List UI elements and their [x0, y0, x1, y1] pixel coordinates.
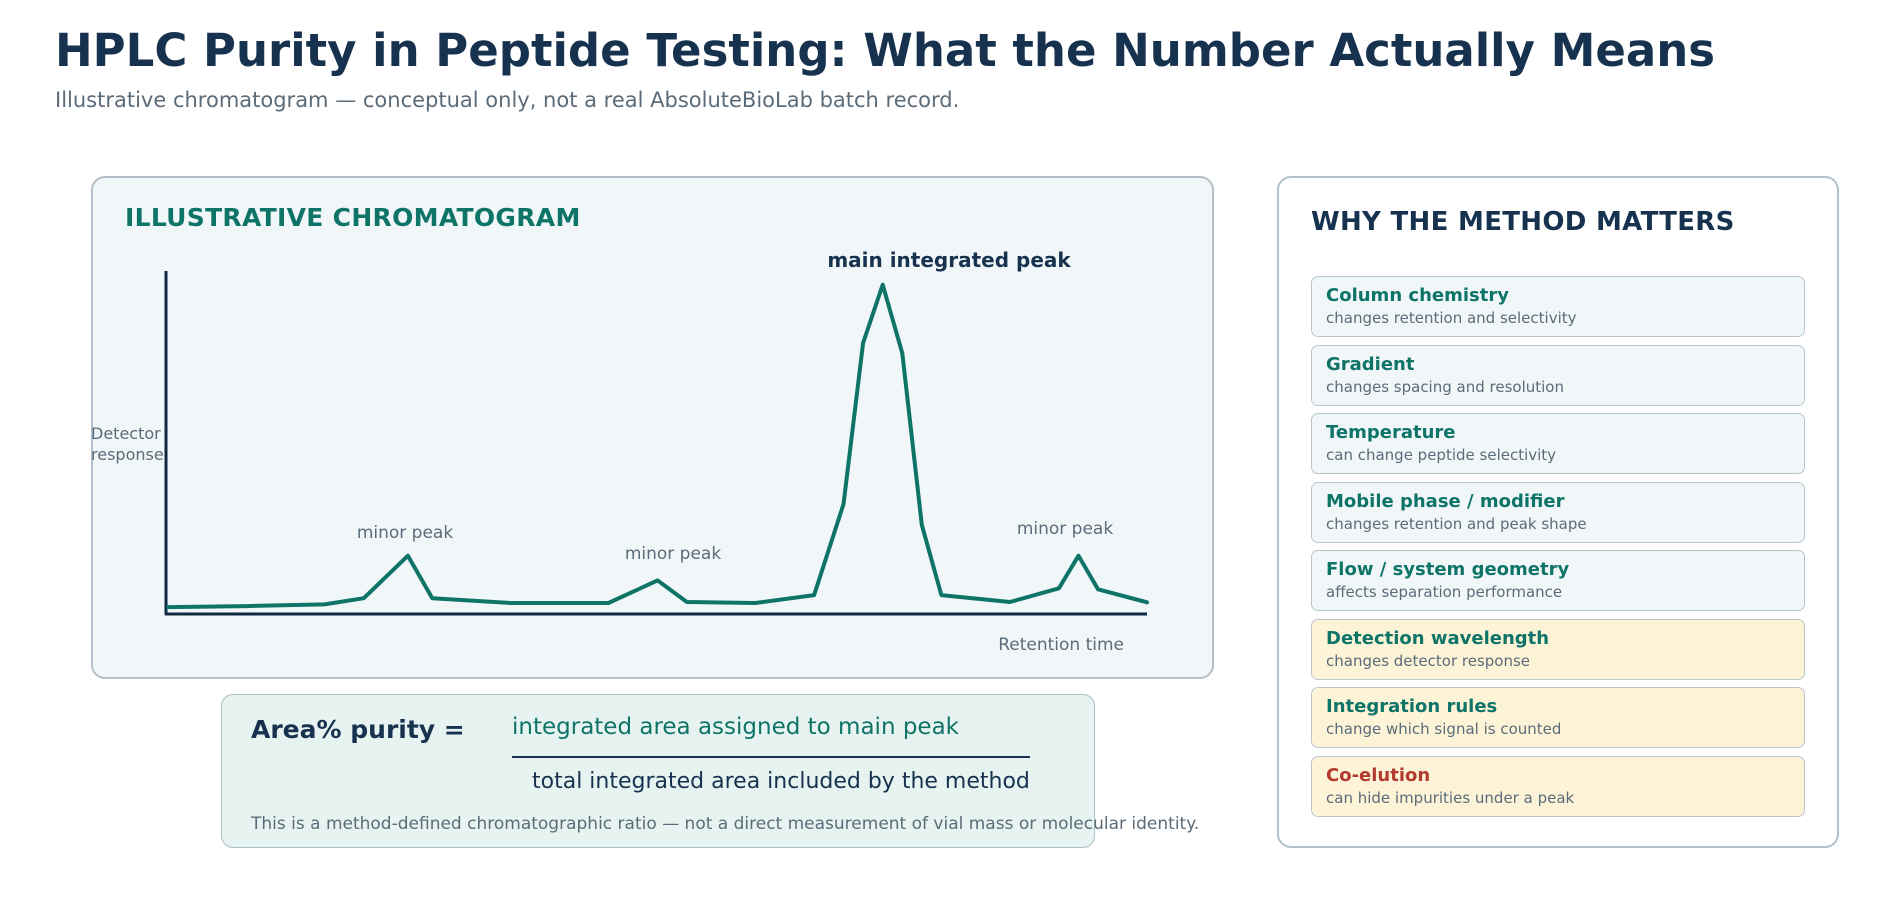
formula-label: Area% purity =: [251, 715, 465, 744]
formula-numerator: integrated area assigned to main peak: [512, 714, 959, 740]
chromatogram-trace: [166, 282, 1149, 610]
method-factor-name: Temperature: [1326, 422, 1456, 443]
method-factor-desc: changes retention and peak shape: [1326, 514, 1587, 533]
formula-panel: [221, 694, 1095, 848]
method-factor-name: Co-elution: [1326, 764, 1431, 786]
minor-peak-label-2: minor peak: [625, 544, 722, 564]
method-factor-item: Gradient changes spacing and resolution: [1311, 344, 1805, 406]
page-subtitle: Illustrative chromatogram — conceptual o…: [55, 88, 960, 112]
fraction-bar: [512, 756, 1030, 758]
method-heading: WHY THE METHOD MATTERS: [1311, 207, 1735, 237]
method-factor-desc: changes retention and selectivity: [1326, 309, 1577, 327]
method-factor-item: Mobile phase / modifier changes retentio…: [1311, 481, 1805, 543]
method-factor-item: Temperature can change peptide selectivi…: [1311, 413, 1805, 474]
main-peak-label: main integrated peak: [827, 248, 1071, 272]
y-axis-label: Detector response: [91, 424, 166, 464]
method-factor-desc: affects separation performance: [1326, 583, 1563, 601]
method-factor-desc: can hide impurities under a peak: [1326, 788, 1575, 807]
method-factor-name: Integration rules: [1326, 696, 1498, 717]
method-factor-item: Flow / system geometry affects separatio…: [1311, 550, 1805, 611]
method-factor-name: Flow / system geometry: [1326, 559, 1570, 580]
formula-note: This is a method-defined chromatographic…: [251, 814, 1200, 834]
method-factor-item: Column chemistry changes retention and s…: [1311, 276, 1805, 337]
method-factor-name: Gradient: [1326, 353, 1415, 375]
method-factor-name: Column chemistry: [1326, 285, 1509, 306]
method-factor-name: Mobile phase / modifier: [1326, 490, 1565, 512]
page-title: HPLC Purity in Peptide Testing: What the…: [55, 24, 1716, 77]
method-factor-item: Co-elution can hide impurities under a p…: [1311, 755, 1805, 817]
method-factor-item: Detection wavelength changes detector re…: [1311, 618, 1805, 680]
method-factor-item: Integration rules change which signal is…: [1311, 687, 1805, 748]
formula-denominator: total integrated area included by the me…: [532, 769, 1030, 794]
chromatogram-heading: ILLUSTRATIVE CHROMATOGRAM: [125, 203, 581, 232]
x-axis-label: Retention time: [998, 635, 1124, 655]
method-factor-desc: changes spacing and resolution: [1326, 377, 1564, 396]
y-axis-label-line-2: response: [91, 445, 164, 464]
method-factor-desc: can change peptide selectivity: [1326, 446, 1557, 464]
chromatogram-panel: [91, 176, 1214, 679]
method-factor-list: Column chemistry changes retention and s…: [1311, 276, 1805, 824]
method-factor-desc: change which signal is counted: [1326, 720, 1562, 738]
method-factor-name: Detection wavelength: [1326, 627, 1550, 649]
method-factor-desc: changes detector response: [1326, 651, 1531, 670]
y-axis-label-line-1: Detector: [91, 424, 161, 443]
minor-peak-label-1: minor peak: [357, 523, 454, 543]
minor-peak-label-3: minor peak: [1017, 519, 1114, 539]
